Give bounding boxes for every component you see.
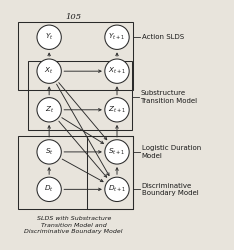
Text: Logistic Duration
Model: Logistic Duration Model xyxy=(142,145,201,158)
Circle shape xyxy=(105,59,129,83)
Text: $Y_{t+1}$: $Y_{t+1}$ xyxy=(108,32,126,42)
Circle shape xyxy=(37,98,61,122)
Text: $X_t$: $X_t$ xyxy=(44,66,54,76)
Bar xyxy=(28,61,132,130)
Text: 105: 105 xyxy=(66,13,82,21)
Text: $X_{t+1}$: $X_{t+1}$ xyxy=(108,66,126,76)
Text: Action SLDS: Action SLDS xyxy=(142,34,184,40)
Text: $S_{t+1}$: $S_{t+1}$ xyxy=(108,147,126,157)
Circle shape xyxy=(37,140,61,164)
Circle shape xyxy=(37,177,61,202)
Circle shape xyxy=(105,98,129,122)
Text: $D_t$: $D_t$ xyxy=(44,184,54,194)
Text: $Y_t$: $Y_t$ xyxy=(45,32,53,42)
Text: $Z_t$: $Z_t$ xyxy=(44,105,54,115)
Text: SLDS with Substracture
Transition Model and
Discriminative Boundary Model: SLDS with Substracture Transition Model … xyxy=(25,216,123,234)
Circle shape xyxy=(37,25,61,50)
Circle shape xyxy=(105,25,129,50)
Circle shape xyxy=(37,59,61,83)
Text: Discriminative
Boundary Model: Discriminative Boundary Model xyxy=(142,183,198,196)
Text: Substructure
Transition Model: Substructure Transition Model xyxy=(140,90,197,104)
Text: $S_t$: $S_t$ xyxy=(45,147,54,157)
Circle shape xyxy=(105,177,129,202)
Bar xyxy=(18,136,133,209)
Text: $D_{t+1}$: $D_{t+1}$ xyxy=(108,184,126,194)
Bar xyxy=(87,136,133,209)
Bar xyxy=(18,22,133,90)
Text: $Z_{t+1}$: $Z_{t+1}$ xyxy=(108,105,126,115)
Circle shape xyxy=(105,140,129,164)
